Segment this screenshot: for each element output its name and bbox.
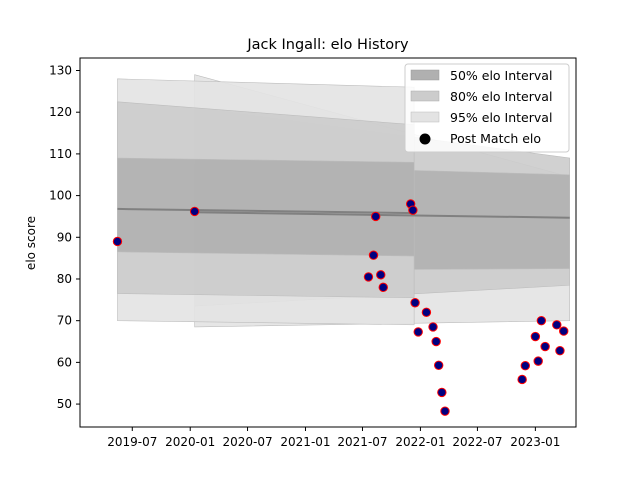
point-9 (410, 298, 420, 308)
point-20 (533, 356, 543, 366)
point-11 (421, 307, 432, 318)
point-17 (517, 374, 527, 385)
y-tick-label-80: 80 (57, 272, 72, 286)
point-10 (413, 327, 423, 337)
x-tick-label-2020-07: 2020-07 (222, 435, 272, 449)
main-mean-line (117, 207, 415, 215)
point-22 (540, 341, 550, 352)
y-tick-label-90: 90 (57, 230, 72, 244)
y-tick-label-130: 130 (49, 64, 72, 78)
y-tick-label-60: 60 (57, 355, 72, 369)
legend-label-95: 95% elo Interval (450, 110, 552, 125)
point-14 (433, 360, 444, 370)
y-tick-label-110: 110 (49, 147, 72, 161)
main-interval-bands (117, 78, 415, 326)
point-24 (555, 345, 565, 356)
legend-swatch-50 (410, 69, 440, 81)
y-tick-label-120: 120 (49, 105, 72, 119)
x-tick-label-2022-01: 2022-01 (395, 435, 445, 449)
legend-label-50: 50% elo Interval (450, 68, 552, 83)
legend-label-80: 80% elo Interval (450, 89, 552, 104)
point-1 (189, 206, 200, 217)
point-25 (559, 326, 569, 336)
x-tick-label-2021-01: 2021-01 (280, 435, 330, 449)
secondary-mean-line (194, 211, 570, 219)
x-axis-ticks: 2019-07 2020-01 2020-07 2021-01 2021-07 2022-… (107, 427, 560, 449)
post-match-points (112, 199, 569, 416)
point-12 (428, 322, 438, 332)
chart-title: Jack Ingall: elo History (246, 37, 409, 53)
point-15 (437, 387, 447, 398)
y-axis-ticks: 50 60 70 80 90 100 110 120 130 (49, 64, 80, 411)
legend-frame (404, 63, 570, 153)
point-4 (371, 211, 381, 222)
x-tick-label-2021-07: 2021-07 (337, 435, 387, 449)
y-tick-label-50: 50 (57, 397, 72, 411)
legend-label-post-match: Post Match elo (450, 131, 541, 146)
x-tick-label-2019-07: 2019-07 (107, 435, 157, 449)
point-0 (112, 236, 123, 247)
point-21 (536, 315, 547, 326)
point-19 (530, 331, 541, 342)
y-tick-label-100: 100 (49, 189, 72, 203)
point-2 (363, 272, 374, 282)
x-tick-label-2023-01: 2023-01 (510, 435, 560, 449)
point-5 (376, 270, 386, 280)
x-tick-label-2022-07: 2022-07 (452, 435, 502, 449)
legend: 50% elo Interval 80% elo Interval 95% el… (404, 63, 570, 153)
point-3 (368, 250, 379, 260)
y-axis-label: elo score (24, 216, 38, 270)
main-band50 (117, 157, 415, 257)
y-tick-label-70: 70 (57, 314, 72, 328)
mean-elo-lines (117, 207, 570, 219)
point-16 (440, 406, 450, 416)
point-6 (378, 282, 388, 293)
point-8 (408, 205, 418, 215)
x-tick-label-2020-01: 2020-01 (165, 435, 215, 449)
legend-swatch-80 (410, 90, 440, 102)
legend-swatch-95 (410, 111, 440, 123)
legend-marker-post-match (419, 133, 431, 145)
plot-frame (79, 57, 577, 428)
point-18 (520, 361, 530, 371)
point-13 (431, 336, 441, 347)
point-23 (552, 320, 562, 330)
